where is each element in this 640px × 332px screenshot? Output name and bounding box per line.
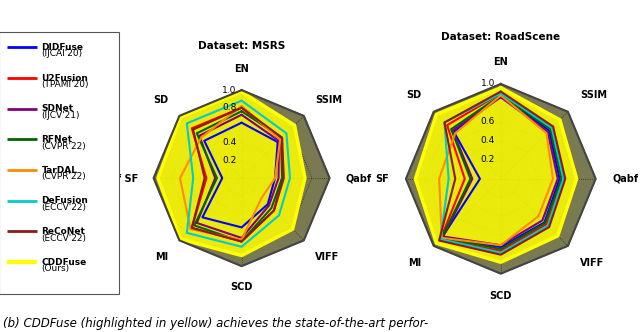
Text: SDNet: SDNet (42, 104, 74, 113)
Text: VIFF: VIFF (580, 258, 604, 268)
Text: (TPAMI'20): (TPAMI'20) (42, 80, 89, 89)
Text: 1.0: 1.0 (222, 86, 236, 95)
Text: Dataset: RoadScene: Dataset: RoadScene (441, 32, 561, 42)
Text: MI: MI (408, 258, 422, 268)
Text: Qabf: Qabf (612, 174, 639, 184)
Text: 0.2: 0.2 (222, 156, 236, 165)
Text: (Ours): (Ours) (42, 264, 70, 274)
Text: CDDFuse: CDDFuse (42, 258, 87, 267)
Text: 0.4: 0.4 (222, 138, 236, 147)
Text: RFNet: RFNet (42, 135, 73, 144)
Text: SSIM: SSIM (315, 95, 342, 105)
Text: Dataset: MSRS: Dataset: MSRS (198, 42, 285, 51)
Text: SD: SD (406, 90, 422, 100)
Text: Qabf SF: Qabf SF (95, 173, 138, 183)
Text: 0.8: 0.8 (222, 103, 236, 112)
Text: TarDAL: TarDAL (42, 166, 77, 175)
Text: (ECCV'22): (ECCV'22) (42, 234, 86, 243)
Text: DIDFuse: DIDFuse (42, 43, 84, 52)
Polygon shape (415, 88, 577, 262)
Text: SCD: SCD (490, 291, 512, 301)
Polygon shape (406, 84, 596, 274)
Text: (ECCV'22): (ECCV'22) (42, 203, 86, 212)
Text: SF: SF (375, 174, 389, 184)
Text: MI: MI (155, 252, 168, 262)
Text: SSIM: SSIM (580, 90, 607, 100)
Text: ReCoNet: ReCoNet (42, 227, 86, 236)
Text: 0.4: 0.4 (481, 136, 495, 145)
Text: 0.6: 0.6 (481, 118, 495, 126)
Text: EN: EN (493, 57, 508, 67)
Text: (IJCV'21): (IJCV'21) (42, 111, 80, 120)
Text: 0.2: 0.2 (481, 155, 495, 164)
Text: EN: EN (234, 64, 249, 74)
Polygon shape (158, 92, 305, 256)
Text: Qabf: Qabf (346, 173, 372, 183)
Text: (IJCAI'20): (IJCAI'20) (42, 49, 83, 58)
Polygon shape (154, 90, 330, 266)
Text: (b) CDDFuse (highlighted in yellow) achieves the state-of-the-art perfor-: (b) CDDFuse (highlighted in yellow) achi… (3, 317, 428, 330)
Text: (CVPR'22): (CVPR'22) (42, 141, 86, 151)
Text: (CVPR'22): (CVPR'22) (42, 172, 86, 181)
Text: DeFusion: DeFusion (42, 197, 88, 206)
Text: SD: SD (153, 95, 168, 105)
Text: U2Fusion: U2Fusion (42, 74, 88, 83)
Text: VIFF: VIFF (315, 252, 339, 262)
Text: SCD: SCD (230, 282, 253, 292)
Text: 1.0: 1.0 (481, 79, 495, 88)
